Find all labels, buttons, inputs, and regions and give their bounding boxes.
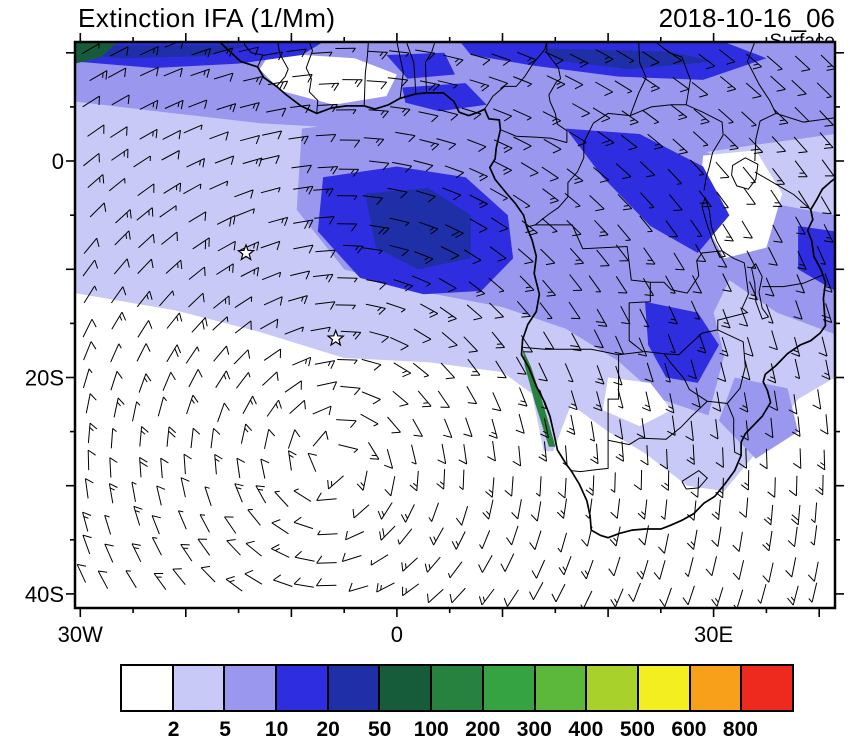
y-axis-label: 0 (52, 149, 64, 174)
country-border (681, 469, 709, 490)
country-border (754, 171, 812, 211)
country-border (746, 42, 835, 123)
x-axis-label: 30E (694, 622, 733, 647)
colorbar-cell-5 (378, 666, 431, 710)
colorbar-cell-8 (533, 666, 586, 710)
country-border (629, 42, 647, 116)
map-plot: 30W 0 30E 0 20S 40S (25, 33, 844, 647)
colorbar-cell-2 (223, 666, 276, 710)
country-border (305, 42, 319, 114)
colorbar-cell-12 (740, 666, 792, 710)
country-border (500, 129, 568, 144)
country-border (571, 354, 620, 473)
axis-tick-labels: 30W 0 30E 0 20S 40S (25, 149, 733, 647)
country-border (405, 42, 417, 94)
colorbar-tick-label: 2 (167, 718, 180, 741)
colorbar-tick-label: 100 (413, 718, 449, 741)
colorbar-labels: 2 5 10 20 50 100 200 300 400 500 600 800 (0, 718, 850, 748)
shade-region (402, 83, 487, 112)
coastline (219, 42, 835, 539)
axis-ticks (66, 33, 844, 617)
shade-region (75, 45, 250, 59)
lake-outline (751, 263, 770, 320)
colorbar-cell-11 (688, 666, 741, 710)
country-border (484, 42, 548, 110)
colorbar-tick-label: 400 (568, 718, 604, 741)
y-axis-label: 40S (25, 582, 64, 607)
colorbar-tick-label: 10 (264, 718, 289, 741)
colorbar-tick-label: 800 (722, 718, 758, 741)
colorbar-cell-9 (585, 666, 637, 710)
shade-region (602, 377, 672, 427)
colorbar-tick-label: 50 (368, 718, 392, 741)
shade-region (259, 52, 397, 105)
shade-region (645, 301, 719, 383)
x-axis-label: 0 (391, 622, 403, 647)
star-marker (236, 243, 256, 261)
colorbar-tick-label: 200 (465, 718, 501, 741)
plot-title: Extinction IFA (1/Mm) (78, 3, 336, 33)
country-border (762, 274, 824, 288)
colorbar-cell-0 (122, 666, 172, 710)
country-border (650, 250, 749, 330)
y-axis-label: 20S (25, 366, 64, 391)
country-border (526, 122, 594, 228)
colorbar-tick-label: 20 (316, 718, 340, 741)
colorbar-cell-1 (171, 666, 224, 710)
lake-outline (701, 196, 726, 258)
shade-region (565, 128, 730, 253)
x-axis-label: 30W (58, 622, 103, 647)
colorbar-cell-10 (636, 666, 689, 710)
colorbar-cell-4 (326, 666, 379, 710)
country-border (243, 42, 264, 68)
shade-region (365, 188, 471, 270)
country-border (663, 353, 708, 402)
plot-frame (73, 40, 837, 610)
country-border (663, 329, 718, 356)
country-border (608, 400, 708, 446)
country-border (276, 42, 289, 87)
lake-outline (731, 157, 759, 190)
colorbar (120, 664, 794, 712)
country-border (424, 42, 436, 93)
country-border (535, 224, 651, 283)
colorbar-cell-7 (481, 666, 534, 710)
country-border (655, 42, 691, 105)
shade-region (697, 150, 783, 259)
shade-region (718, 377, 799, 459)
colorbar-cell-3 (275, 666, 327, 710)
country-border (707, 400, 742, 456)
country-border (717, 329, 746, 404)
coastline-borders-layer (219, 42, 835, 539)
colorbar-tick-label: 300 (516, 718, 552, 741)
colorbar-cell-6 (430, 666, 482, 710)
country-border (754, 112, 777, 162)
country-border (546, 42, 568, 143)
country-border (685, 104, 724, 191)
plot-datetime: 2018-10-16_06 (658, 3, 835, 33)
country-border (363, 42, 369, 106)
wind-barbs-layer (76, 42, 835, 608)
star-marker (326, 328, 345, 347)
country-border (521, 346, 665, 356)
shade-region (75, 42, 118, 64)
colorbar-tick-label: 500 (619, 718, 655, 741)
colorbar-tick-label: 5 (219, 718, 231, 741)
colorbar-tick-label: 600 (671, 718, 707, 741)
